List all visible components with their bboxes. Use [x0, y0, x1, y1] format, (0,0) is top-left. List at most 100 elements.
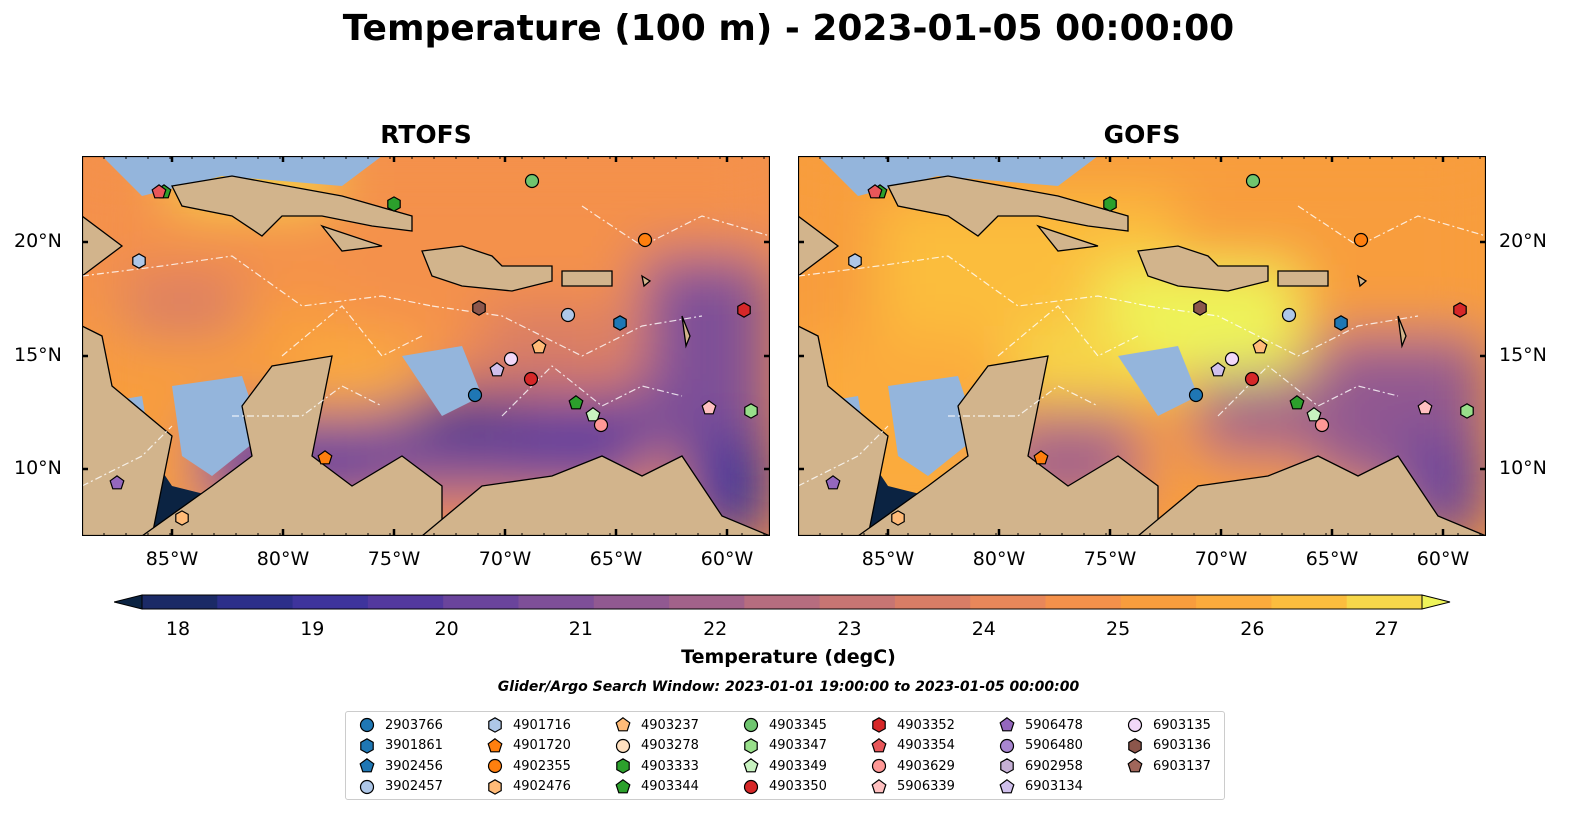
- colorbar-frame: [141, 594, 1423, 610]
- legend-marker-pentagon: [359, 758, 375, 773]
- legend-marker-pentagon: [615, 717, 631, 732]
- legend-item: 6903134: [998, 777, 1083, 797]
- legend-label: 2903766: [385, 717, 443, 733]
- legend-label: 4903354: [897, 738, 955, 753]
- float-marker-4903237: [531, 339, 547, 354]
- land: [887, 175, 1129, 237]
- legend-label: 4903237: [641, 717, 699, 733]
- boundary-line: [997, 305, 1139, 357]
- land: [1136, 455, 1486, 536]
- search-window-caption: Glider/Argo Search Window: 2023-01-01 19…: [497, 679, 1080, 695]
- lon-label: 70°W: [1194, 548, 1248, 570]
- legend-marker-hexagon: [488, 717, 502, 733]
- colorbar-tick-label: 26: [1240, 618, 1265, 640]
- legend-label: 6903137: [1153, 758, 1211, 774]
- colorbar-segment: [1346, 595, 1423, 609]
- legend-label: 4902355: [513, 758, 571, 774]
- colorbar-tick-label: 20: [434, 618, 459, 640]
- lon-label: 65°W: [589, 548, 643, 570]
- colorbar-tick-label: 21: [568, 618, 593, 640]
- float-marker-4903354: [867, 184, 883, 199]
- colorbar-segment: [518, 595, 595, 609]
- colorbar-segment: [819, 595, 896, 609]
- legend-marker-circle: [487, 758, 503, 774]
- boundary-line: [798, 425, 889, 487]
- land: [1036, 224, 1099, 252]
- legend-item: 4903354: [870, 736, 955, 756]
- land: [140, 355, 443, 536]
- colorbar-segment: [443, 595, 519, 609]
- float-marker-3901861: [613, 315, 627, 331]
- colorbar-segment: [367, 595, 444, 609]
- float-marker-4903333: [387, 196, 401, 212]
- float-marker-6903134: [489, 362, 505, 377]
- float-marker-3902457: [1281, 307, 1297, 323]
- float-marker-5906339: [1417, 400, 1433, 415]
- legend-marker-circle: [359, 717, 375, 733]
- colorbar-extend-low: [114, 594, 143, 610]
- legend-item: 6903135: [1126, 715, 1211, 735]
- land: [561, 270, 613, 287]
- legend-label: 3902457: [385, 779, 443, 794]
- continental-shelf: [172, 376, 262, 476]
- float-marker-4903349: [585, 407, 601, 422]
- legend-label: 5906478: [1025, 717, 1083, 733]
- lon-label: 80°W: [972, 548, 1026, 570]
- float-marker-6903135: [503, 351, 519, 367]
- lat-label: 15°N: [14, 344, 62, 366]
- colorbar-segment: [894, 595, 971, 609]
- legend-marker-pentagon: [999, 717, 1015, 732]
- legend-item: 4903629: [870, 756, 955, 776]
- boundary-line: [232, 385, 383, 417]
- legend-marker-circle: [615, 738, 631, 753]
- legend-marker-circle: [999, 738, 1015, 753]
- boundary-line: [82, 425, 173, 487]
- legend-item: 4903352: [870, 715, 955, 735]
- float-marker-4903354: [151, 184, 167, 199]
- land: [320, 224, 383, 252]
- legend-marker-hexagon: [616, 758, 630, 774]
- float-marker-4902476: [175, 510, 189, 526]
- boundary-line: [948, 385, 1099, 417]
- boundary-line: [1297, 205, 1486, 247]
- legend-marker-hexagon: [1128, 737, 1142, 754]
- colorbar-segment: [970, 595, 1047, 609]
- legend-marker-hexagon: [1000, 758, 1014, 774]
- float-marker-4902476: [891, 510, 905, 526]
- land: [1137, 245, 1269, 292]
- land: [82, 325, 173, 536]
- float-marker-4903345: [524, 173, 540, 189]
- colorbar-segment: [744, 595, 821, 609]
- float-marker-4903352: [1453, 302, 1467, 318]
- legend-label: 6903136: [1153, 738, 1211, 753]
- lon-label: 65°W: [1305, 548, 1359, 570]
- float-marker-5906339: [701, 400, 717, 415]
- colorbar-tick-label: 18: [165, 618, 191, 640]
- legend-item: 4903349: [742, 756, 827, 776]
- float-marker-4903333: [1103, 196, 1117, 212]
- colorbar-segment: [217, 595, 294, 609]
- boundary-line: [82, 255, 433, 307]
- legend-label: 4901716: [513, 717, 571, 733]
- legend-item: 5906478: [998, 715, 1083, 735]
- float-marker-2903766: [1188, 387, 1204, 403]
- legend-item: 4903344: [614, 777, 699, 797]
- legend-label: 4903344: [641, 779, 699, 794]
- legend-item: 4903350: [742, 777, 827, 797]
- map-panel-gofs: [798, 156, 1486, 536]
- lon-label: 80°W: [256, 548, 310, 570]
- legend-marker-hexagon: [488, 778, 502, 795]
- continental-shelf: [402, 346, 482, 416]
- float-marker-4902355: [637, 232, 653, 248]
- colorbar-segment: [1196, 595, 1272, 609]
- legend-item: 4902355: [486, 756, 571, 776]
- land: [798, 325, 889, 536]
- legend-label: 4903333: [641, 758, 699, 774]
- legend-marker-circle: [359, 779, 375, 794]
- legend-item: 4901720: [486, 736, 571, 756]
- legend-label: 4903278: [641, 738, 699, 753]
- float-marker-3901861: [1334, 315, 1348, 331]
- colorbar-extend-high: [1421, 594, 1451, 610]
- legend-label: 4903345: [769, 717, 827, 733]
- land: [798, 215, 840, 277]
